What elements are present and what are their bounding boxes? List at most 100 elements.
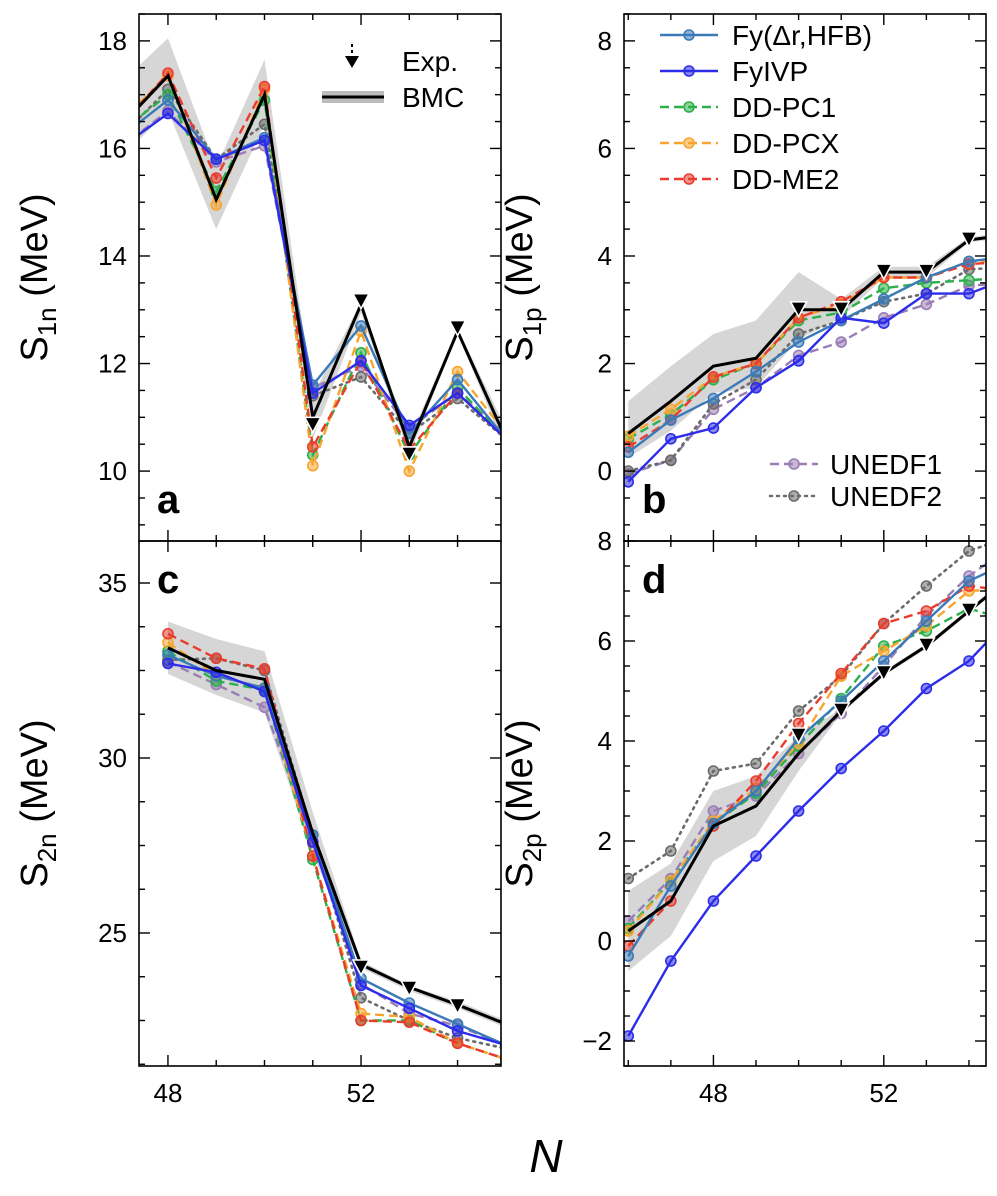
legend-marker-dd-me2 <box>683 173 695 185</box>
data-point-fyivp <box>792 805 805 817</box>
series-line-fyivp-d <box>627 641 986 1037</box>
data-point-fy-r-hfb <box>877 655 890 667</box>
data-point-fyivp <box>451 387 464 399</box>
ticks-a <box>139 13 501 541</box>
y-tick-label: 0 <box>598 926 612 956</box>
bmc-uncertainty-band-a <box>139 38 501 455</box>
data-point-unedf1 <box>835 336 848 348</box>
data-point-dd-me2 <box>451 1037 464 1050</box>
y-tick-label: 4 <box>598 726 612 756</box>
y-tick-label: 2 <box>598 349 612 379</box>
data-point-fyivp <box>258 134 271 147</box>
axes-frame-d <box>623 540 987 1067</box>
data-point-fyivp <box>355 979 367 992</box>
y-tick-label: 16 <box>98 133 127 163</box>
y-axis-title-b: S1p (MeV) <box>499 193 547 361</box>
legend-label-fyivp: FyIVP <box>732 56 808 87</box>
data-point-dd-me2 <box>500 1055 501 1063</box>
data-point-unedf1 <box>707 805 720 817</box>
y-tick-label: 25 <box>98 918 127 948</box>
data-point-dd-pcx <box>665 403 677 416</box>
data-point-dd-me2 <box>500 435 501 443</box>
legend-label-bmc: BMC <box>402 82 464 113</box>
y-tick-label: 35 <box>98 568 127 598</box>
series-line-bmc-c <box>167 646 501 1024</box>
exp-marker <box>789 300 808 319</box>
exp-marker <box>399 446 419 464</box>
data-point-dd-me2 <box>403 1016 416 1029</box>
data-point-fyivp <box>877 725 890 737</box>
data-point-fy-r-hfb <box>665 414 677 426</box>
panel-c: 48 52 25 30 35 S2n (MeV) c <box>14 540 502 1108</box>
plot-area-c <box>162 621 501 1063</box>
data-point-fy-r-hfb <box>750 785 762 797</box>
series-line-unedf1-b <box>627 283 986 475</box>
data-point-dd-me2 <box>707 371 720 383</box>
data-point-fyivp <box>707 422 720 434</box>
series-line-unedf2-d <box>626 543 986 880</box>
plot-area-a <box>115 38 501 477</box>
legend-label-dd-pcx: DD-PCX <box>732 128 840 159</box>
panel-letter-c: c <box>157 558 179 602</box>
data-point-fy-r-hfb <box>920 615 933 627</box>
ticks-c <box>139 541 501 1066</box>
data-point-unedf2 <box>665 845 677 857</box>
y-tick-label: 4 <box>598 241 612 271</box>
data-point-fyivp <box>451 1025 464 1037</box>
exp-marker <box>789 727 808 745</box>
ticks-d <box>624 540 986 1067</box>
y-tick-label: 8 <box>598 526 612 556</box>
data-point-fyivp <box>665 955 677 967</box>
data-point-fyivp <box>355 355 367 367</box>
data-point-fy-r-hfb <box>963 575 975 587</box>
data-point-fyivp <box>792 355 805 367</box>
data-point-dd-me2 <box>355 1014 367 1027</box>
data-point-fyivp <box>162 107 174 120</box>
data-point-fy-r-hfb <box>500 1041 501 1049</box>
x-tick-label: 48 <box>153 1078 182 1108</box>
data-point-fyivp <box>403 419 416 432</box>
data-point-fyivp <box>210 153 223 165</box>
y-tick-label: 30 <box>98 743 127 773</box>
data-point-fyivp <box>500 1041 501 1049</box>
y-tick-label: 8 <box>598 26 612 56</box>
data-point-fyivp <box>665 433 677 445</box>
data-point-dd-pc1 <box>500 435 501 443</box>
data-point-fyivp <box>963 287 975 300</box>
data-point-fyivp <box>624 476 635 488</box>
data-point-unedf1 <box>500 430 501 437</box>
data-point-dd-pcx <box>500 430 501 437</box>
plot-area-d <box>624 543 986 1042</box>
data-point-fyivp <box>750 850 762 862</box>
data-point-unedf2 <box>500 435 501 443</box>
data-point-unedf2 <box>665 454 677 467</box>
data-point-unedf2 <box>707 765 720 777</box>
data-point-fy-r-hfb <box>624 950 635 962</box>
data-point-fy-r-hfb <box>451 373 464 386</box>
data-point-fy-r-hfb <box>624 446 635 459</box>
exp-marker <box>351 959 371 977</box>
data-point-dd-me2 <box>162 627 174 640</box>
data-point-dd-me2 <box>115 122 125 132</box>
panel-a: 10 12 14 16 18 S1n (MeV) a <box>14 13 502 542</box>
panel-letter-b: b <box>642 478 666 522</box>
data-point-dd-me2 <box>210 652 223 665</box>
data-point-fy-r-hfb <box>500 435 501 443</box>
data-point-dd-me2 <box>835 667 848 680</box>
data-point-dd-pcx <box>500 1055 501 1063</box>
panel-d: 48 52 −2 0 2 4 6 8 S2p (MeV) d <box>499 526 987 1108</box>
y-tick-label: −2 <box>582 1026 612 1056</box>
axes-frame-c <box>138 540 502 1067</box>
data-point-fyivp <box>403 1002 416 1015</box>
exp-marker <box>874 263 894 281</box>
legend-label-exp: Exp. <box>402 46 458 77</box>
data-point-fyivp <box>707 895 720 907</box>
legend-label-dd-me2: DD-ME2 <box>732 164 839 195</box>
y-tick-label: 14 <box>98 241 127 271</box>
data-point-fyivp <box>750 381 762 394</box>
data-point-dd-pc1 <box>963 274 975 286</box>
data-point-dd-pc1 <box>500 1055 501 1063</box>
ticks-b <box>624 13 986 541</box>
